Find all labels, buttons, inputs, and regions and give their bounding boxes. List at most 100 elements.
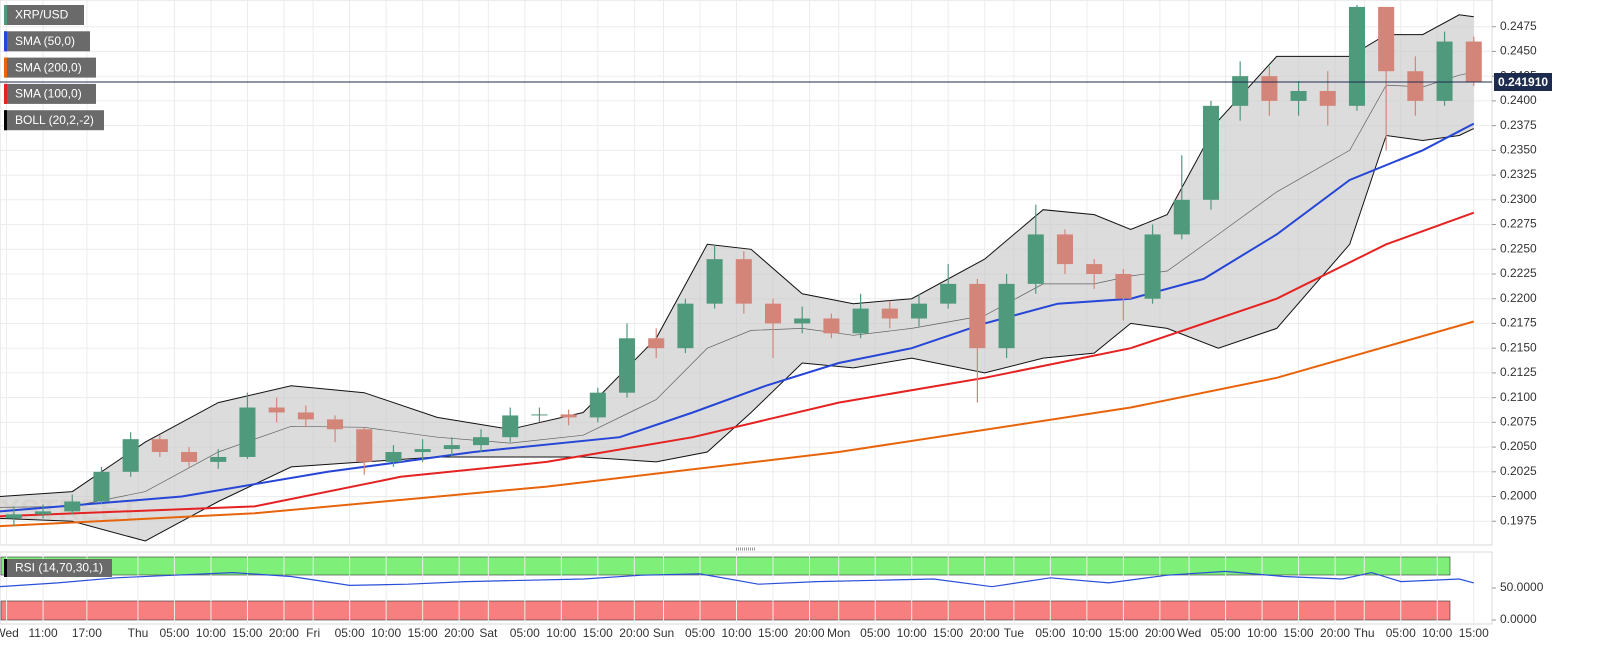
y-tick-label: 0.2375 [1500, 118, 1537, 132]
candle-body [940, 283, 957, 304]
legend-label: RSI (14,70,30,1) [15, 561, 103, 575]
legend-swatch [4, 31, 7, 52]
y-tick-label: 0.2100 [1500, 390, 1537, 404]
y-tick-label: 0.2275 [1500, 217, 1537, 231]
x-tick-label: 15:00 [583, 626, 613, 640]
y-tick-label: 0.2175 [1500, 316, 1537, 330]
candle-body [1115, 273, 1132, 299]
candle-body [151, 439, 168, 453]
legend-box [4, 559, 112, 577]
y-tick-label: 0.2475 [1500, 19, 1537, 33]
x-tick-label: 20:00 [269, 626, 299, 640]
candle-body [210, 456, 227, 462]
candle-body [910, 303, 928, 319]
candle-body [1465, 41, 1482, 83]
x-tick-label: 15:00 [933, 626, 963, 640]
x-tick-label: 05:00 [335, 626, 365, 640]
sma-line [0, 211, 1475, 518]
legend-swatch [4, 559, 7, 577]
x-tick-label: 10:00 [546, 626, 576, 640]
x-tick-label: 20:00 [1320, 626, 1350, 640]
y-tick-label: 0.2250 [1500, 241, 1537, 255]
bollinger-middle [0, 71, 1474, 508]
candle-body [502, 415, 519, 438]
candle-body [618, 338, 636, 393]
bollinger-lower [0, 128, 1475, 542]
x-tick-label: 15:00 [408, 626, 438, 640]
y-tick-label: 0.2025 [1500, 464, 1537, 478]
candle-body [1173, 199, 1190, 235]
candle-body [1261, 76, 1278, 101]
legend-item: BOLL (20,2,-2) [4, 110, 104, 131]
x-tick-label: 10:00 [721, 626, 751, 640]
x-tick-label: 20:00 [619, 626, 649, 640]
x-tick-label: 11:00 [28, 626, 57, 640]
candle-body [1232, 76, 1249, 106]
legend-item: RSI (14,70,30,1) [4, 559, 112, 577]
candle-body [998, 283, 1015, 349]
candle-body [1407, 71, 1424, 101]
y-tick-label: 0.2150 [1500, 340, 1537, 354]
candle-body [385, 452, 402, 462]
x-tick-label: 05:00 [860, 626, 890, 640]
x-tick-label: 20:00 [444, 626, 474, 640]
sma-line [0, 122, 1475, 513]
x-tick-label: 20:00 [970, 626, 1000, 640]
x-tick-label: 20:00 [794, 626, 824, 640]
x-tick-label: Wed [0, 626, 19, 640]
legend-label: SMA (50,0) [15, 34, 75, 48]
x-tick-label: 10:00 [1247, 626, 1277, 640]
candle-body [327, 419, 344, 430]
candle-body [560, 414, 577, 418]
candle-body [122, 439, 139, 472]
x-tick-label: 15:00 [1459, 626, 1489, 640]
candle-body [1348, 6, 1365, 106]
legend-item: XRP/USD [4, 5, 84, 25]
legend-box [4, 5, 84, 25]
candle-body [181, 452, 198, 462]
candle-body [969, 283, 986, 349]
legend-item: SMA (100,0) [4, 83, 96, 104]
y-tick-label: 0.2200 [1500, 291, 1537, 305]
candle-body [1144, 234, 1161, 299]
legend-swatch [4, 5, 7, 25]
rsi-y-tick-label: 0.0000 [1500, 612, 1537, 626]
y-tick-label: 0.2400 [1500, 93, 1537, 107]
y-tick-label: 0.2050 [1500, 439, 1537, 453]
x-tick-label: Fri [306, 626, 320, 640]
candle-body [297, 412, 314, 420]
x-tick-label: 10:00 [196, 626, 226, 640]
candle-body [1202, 105, 1220, 200]
legend-box [4, 83, 96, 104]
candle-body [677, 303, 694, 349]
candle-body [648, 338, 665, 349]
legend-label: XRP/USD [15, 8, 69, 22]
legend-label: SMA (200,0) [15, 60, 82, 74]
candle-body [414, 449, 431, 453]
x-tick-label: 05:00 [510, 626, 540, 640]
legend-box [4, 57, 96, 78]
candle-body [1027, 234, 1044, 284]
candle-body [531, 414, 548, 416]
candle-body [852, 308, 869, 334]
x-tick-label: 10:00 [897, 626, 927, 640]
legend-box [4, 110, 104, 131]
candle-body [1319, 90, 1336, 106]
x-tick-label: Tue [1004, 626, 1025, 640]
candle-body [64, 501, 81, 512]
candle-body [93, 471, 110, 502]
last-price-label: 0.241910 [1498, 75, 1548, 89]
x-tick-label: Thu [1354, 626, 1375, 640]
candle-body [764, 303, 782, 324]
candle-body [35, 511, 52, 515]
rsi-line [0, 570, 1474, 588]
x-tick-label: 10:00 [1072, 626, 1102, 640]
x-tick-label: Sun [653, 626, 674, 640]
candle-body [881, 308, 898, 319]
candle-body [735, 259, 752, 304]
x-tick-label: 20:00 [1145, 626, 1175, 640]
legend-box [4, 31, 90, 52]
candle-body [1056, 234, 1074, 265]
legend-label: SMA (100,0) [15, 87, 82, 101]
